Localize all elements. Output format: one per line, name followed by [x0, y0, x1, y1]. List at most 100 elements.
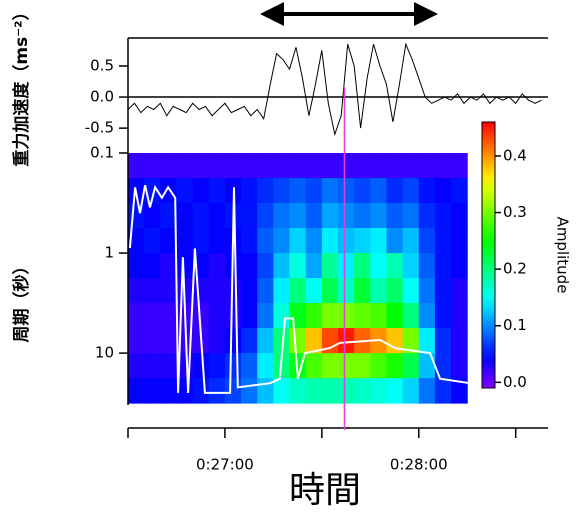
heatmap-cell [241, 378, 258, 404]
heatmap-cell [418, 253, 436, 279]
heatmap-cell [354, 228, 371, 254]
heatmap-cell [273, 153, 291, 179]
heatmap-cell [305, 178, 323, 204]
heatmap-cell [451, 328, 468, 354]
heatmap-cell [402, 202, 420, 229]
heatmap-cell [402, 303, 420, 329]
heatmap-cell [241, 253, 258, 279]
heatmap-cell [354, 378, 371, 404]
heatmap-cell [338, 253, 355, 279]
heatmap-cell [370, 253, 387, 279]
heatmap-cell [321, 253, 339, 279]
heatmap-cell [370, 278, 387, 304]
heatmap-cell [208, 228, 226, 254]
heatmap-cell [224, 378, 242, 404]
heatmap-cell [321, 303, 339, 329]
heatmap-cell [192, 228, 210, 254]
heatmap-cell [176, 228, 194, 254]
heatmap-cell [418, 328, 436, 354]
heatmap-cell [354, 153, 371, 179]
heatmap-cell [338, 228, 355, 254]
heatmap-cell [273, 202, 291, 229]
heatmap-cell [386, 328, 404, 354]
heatmap-cell [305, 202, 323, 229]
signal-line [127, 42, 542, 137]
heatmap-cell [241, 178, 258, 204]
heatmap-cell [192, 202, 210, 229]
y-tick-label: 0.1 [90, 144, 114, 162]
heatmap-cell [434, 378, 452, 404]
heatmap-cell [434, 353, 452, 379]
heatmap-cell [386, 153, 404, 179]
colorbar-tick-label: 0.2 [503, 260, 527, 278]
heatmap-cell [305, 378, 323, 404]
heatmap-cell [241, 228, 258, 254]
heatmap-cell [354, 178, 371, 204]
heatmap [128, 153, 468, 404]
heatmap-cell [354, 253, 371, 279]
heatmap-cell [370, 353, 387, 379]
heatmap-cell [144, 228, 161, 254]
heatmap-cell [192, 278, 210, 304]
heatmap-cell [386, 353, 404, 379]
heatmap-cell [402, 153, 420, 179]
heatmap-cell [418, 353, 436, 379]
heatmap-cell [402, 353, 420, 379]
heatmap-cell [160, 153, 177, 179]
heatmap-cell [402, 228, 420, 254]
heatmap-cell [224, 303, 242, 329]
heatmap-cell [321, 178, 339, 204]
heatmap-cell [434, 253, 452, 279]
heatmap-cell [370, 178, 387, 204]
heatmap-cell [144, 153, 161, 179]
heatmap-cell [176, 202, 194, 229]
heatmap-cell [434, 328, 452, 354]
heatmap-cell [289, 202, 307, 229]
heatmap-cell [257, 228, 274, 254]
heatmap-cell [386, 202, 404, 229]
heatmap-cell [434, 178, 452, 204]
heatmap-cell [289, 278, 307, 304]
heatmap-cell [354, 202, 371, 229]
heatmap-cell [176, 153, 194, 179]
heatmap-cell [160, 378, 177, 404]
heatmap-cell [321, 378, 339, 404]
heatmap-cell [338, 303, 355, 329]
heatmap-cell [160, 328, 177, 354]
heatmap-cell [160, 202, 177, 229]
heatmap-cell [128, 378, 145, 404]
heatmap-cell [418, 202, 436, 229]
heatmap-cell [128, 278, 145, 304]
heatmap-cell [176, 253, 194, 279]
heatmap-cell [208, 153, 226, 179]
heatmap-cell [144, 303, 161, 329]
heatmap-cell [451, 153, 468, 179]
heatmap-cell [257, 178, 274, 204]
heatmap-cell [257, 303, 274, 329]
heatmap-cell [434, 278, 452, 304]
heatmap-cell [224, 328, 242, 354]
heatmap-cell [402, 278, 420, 304]
heatmap-cell [321, 228, 339, 254]
heatmap-cell [128, 303, 145, 329]
heatmap-cell [386, 178, 404, 204]
heatmap-cell [354, 353, 371, 379]
heatmap-cell [434, 228, 452, 254]
heatmap-cell [144, 253, 161, 279]
heatmap-cell [289, 153, 307, 179]
heatmap-cell [224, 278, 242, 304]
colorbar-tick-label: 0.1 [503, 316, 527, 334]
heatmap-cell [451, 202, 468, 229]
heatmap-cell [386, 228, 404, 254]
y-tick-label: 0.0 [90, 88, 114, 106]
heatmap-cell [321, 278, 339, 304]
heatmap-cell [370, 303, 387, 329]
heatmap-cell [144, 353, 161, 379]
colorbar-tick-label: 0.0 [503, 373, 527, 391]
heatmap-cell [370, 202, 387, 229]
heatmap-cell [273, 228, 291, 254]
heatmap-cell [160, 353, 177, 379]
heatmap-cell [144, 378, 161, 404]
heatmap-cell [241, 303, 258, 329]
